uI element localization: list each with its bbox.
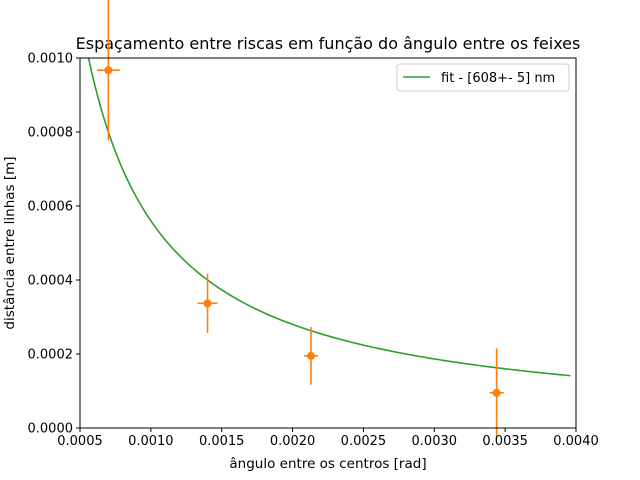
y-tick-label: 0.0000 (28, 422, 74, 437)
legend: fit - [608+- 5] nm (396, 63, 570, 92)
plot-background (80, 58, 576, 428)
legend-box (396, 63, 570, 92)
data-marker (104, 66, 113, 75)
x-tick-label: 0.0040 (553, 434, 599, 449)
x-axis: 0.0005 0.0010 0.0015 0.0020 0.0025 0.0030 0.00… (57, 428, 599, 449)
data-point (303, 326, 319, 385)
series-layer (87, 0, 571, 438)
data-marker (492, 388, 501, 397)
legend-label-fit: fit - [608+- 5] nm (441, 71, 555, 86)
x-tick-label: 0.0035 (482, 434, 528, 449)
y-tick-label: 0.0002 (28, 348, 74, 363)
x-axis-label: ângulo entre os centros [rad] (229, 456, 426, 472)
plot-area (79, 0, 577, 438)
y-axis: 0.0000 0.0002 0.0004 0.0006 0.0008 0.0010 (28, 52, 80, 437)
x-tick-label: 0.0020 (270, 434, 316, 449)
data-marker (306, 351, 315, 360)
plot-frame (79, 57, 577, 429)
y-tick-label: 0.0008 (28, 126, 74, 141)
y-tick-label: 0.0004 (28, 274, 74, 289)
data-marker (203, 299, 212, 308)
data-point (197, 273, 218, 333)
data-point (489, 348, 504, 438)
fit-curve (87, 58, 571, 377)
x-tick-label: 0.0025 (341, 434, 387, 449)
data-point (97, 0, 120, 141)
y-axis-label: distância entre linhas [m] (2, 156, 18, 329)
x-tick-label: 0.0010 (128, 434, 174, 449)
x-tick-label: 0.0005 (57, 434, 103, 449)
y-tick-label: 0.0006 (28, 200, 74, 215)
y-tick-label: 0.0010 (28, 52, 74, 67)
x-tick-label: 0.0015 (199, 434, 245, 449)
chart-title: Espaçamento entre riscas em função do ân… (76, 34, 581, 53)
x-tick-label: 0.0030 (412, 434, 458, 449)
